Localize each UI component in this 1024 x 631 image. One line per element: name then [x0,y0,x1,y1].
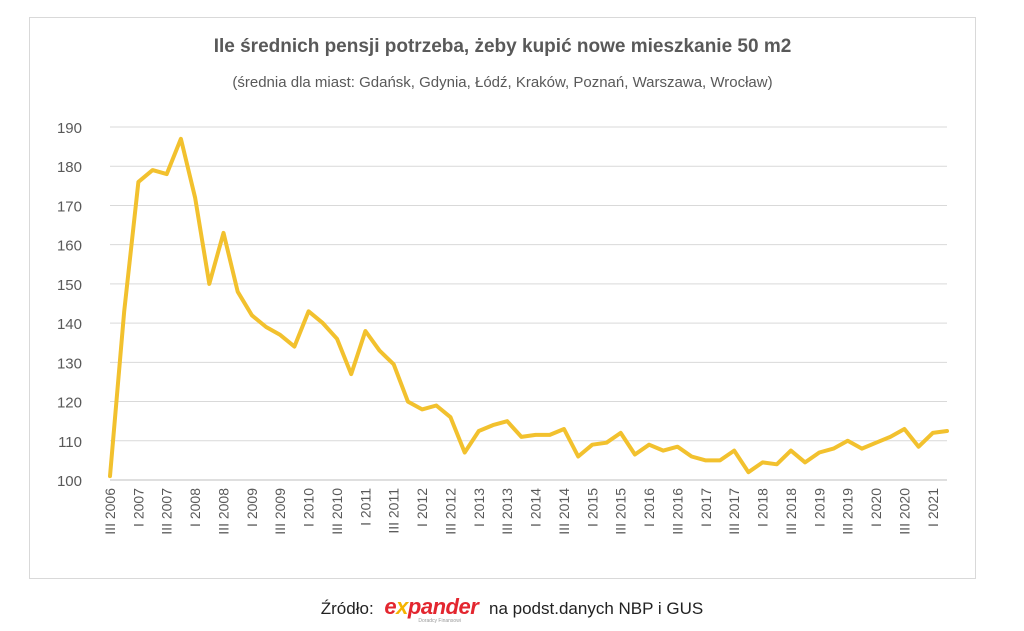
x-tick-label: I 2014 [528,488,544,527]
x-tick-label: I 2020 [868,488,884,527]
brand-e: e [384,594,397,619]
y-tick-label: 160 [57,238,82,255]
y-tick-label: 130 [57,355,82,372]
y-tick-label: 180 [57,159,82,176]
x-tick-label: III 2019 [840,488,856,535]
x-tick-label: III 2016 [669,488,685,535]
x-tick-label: I 2018 [755,488,771,527]
x-tick-label: III 2017 [726,488,742,535]
x-tick-label: III 2014 [556,488,572,535]
x-tick-label: I 2019 [811,488,827,527]
chart-frame: Ile średnich pensji potrzeba, żeby kupić… [29,17,976,579]
x-tick-label: I 2008 [187,488,203,527]
x-tick-label: III 2018 [783,488,799,535]
x-tick-label: III 2012 [442,488,458,535]
plot-area: 100 110 120 130 140 150 160 170 180 190 III 2006 I … [57,120,949,535]
source-rest: na podst.danych NBP i GUS [489,599,704,618]
x-tick-label: I 2012 [414,488,430,527]
x-tick-label: III 2015 [613,488,629,535]
brand-rest: pander [407,594,479,619]
x-tick-label: III 2013 [499,488,515,535]
x-tick-label: I 2021 [925,488,941,527]
y-tick-label: 170 [57,198,82,215]
chart-title: Ile średnich pensji potrzeba, żeby kupić… [213,36,792,57]
y-tick-label: 140 [57,316,82,333]
brand-tagline: Doradcy Finansowi [418,618,461,624]
x-tick-label: III 2007 [159,488,175,535]
brand-x: x [396,594,408,619]
x-tick-label: I 2016 [641,488,657,527]
x-tick-label: I 2013 [471,488,487,527]
chart-subtitle: (średnia dla miast: Gdańsk, Gdynia, Łódź… [232,74,773,91]
x-tick-label: III 2020 [896,488,912,535]
x-tick-label: III 2010 [329,488,345,535]
y-tick-label: 150 [57,277,82,294]
x-tick-label: I 2009 [244,488,260,527]
x-tick-label: I 2015 [584,488,600,527]
y-tick-label: 110 [58,434,82,451]
source-line: Źródło: expander Doradcy Finansowi na po… [0,594,1024,624]
x-tick-label: I 2017 [698,488,714,527]
expander-logo: expander Doradcy Finansowi [384,594,479,624]
x-tick-label: III 2011 [386,488,402,534]
y-tick-label: 100 [57,473,82,490]
series-line [108,136,949,479]
y-tick-label: 120 [57,395,82,412]
x-tick-label: III 2008 [215,488,231,535]
x-tick-label: I 2010 [301,488,317,527]
x-tick-label: I 2011 [357,488,373,526]
y-tick-label: 190 [57,120,82,137]
x-tick-label: III 2006 [102,488,118,535]
x-tick-label: III 2009 [272,488,288,535]
x-tick-label: I 2007 [130,488,146,527]
source-label: Źródło: [320,599,374,618]
